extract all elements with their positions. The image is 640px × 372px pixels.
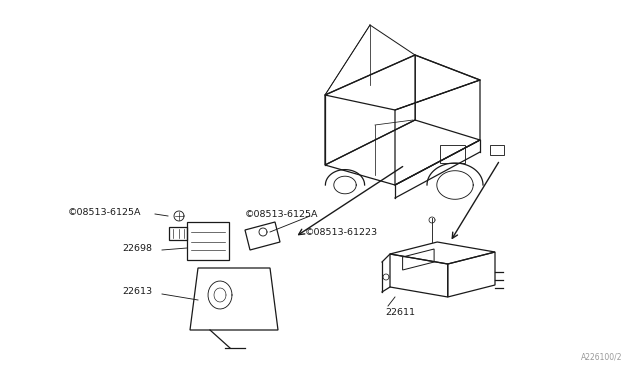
Bar (440, 145, 465, 163)
Text: 22698: 22698 (122, 244, 152, 253)
Text: A226100/2: A226100/2 (580, 353, 622, 362)
Text: ©08513-6125A: ©08513-6125A (245, 210, 319, 219)
Text: 22613: 22613 (122, 288, 152, 296)
Bar (187, 222, 229, 260)
Text: ©08513-6125A: ©08513-6125A (68, 208, 141, 217)
Bar (490, 145, 504, 155)
Text: 22611: 22611 (385, 308, 415, 317)
Text: ©08513-61223: ©08513-61223 (305, 228, 378, 237)
